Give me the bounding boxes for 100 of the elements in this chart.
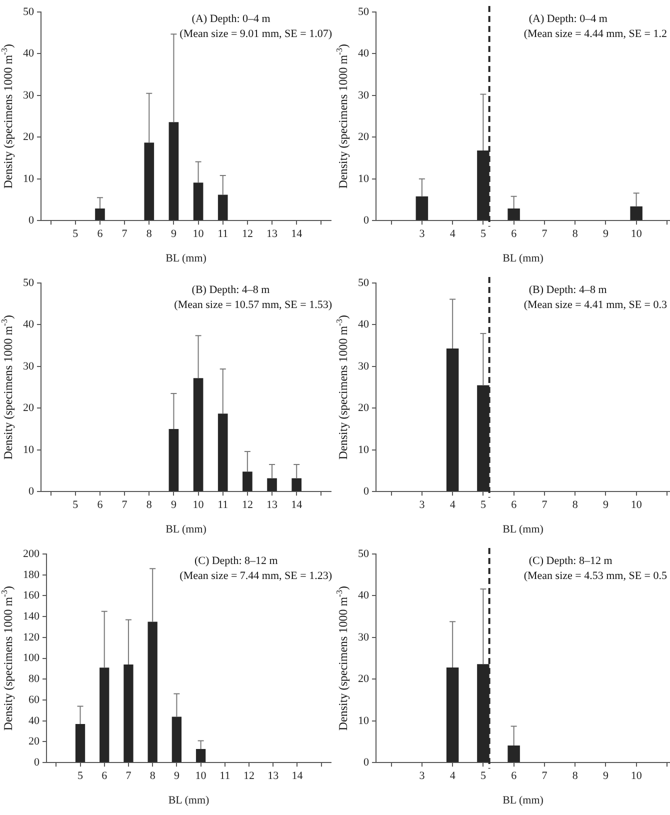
- bar: [168, 122, 179, 220]
- x-tick-label: 5: [480, 499, 486, 512]
- x-tick-label: 3: [419, 770, 426, 782]
- y-tick-label: 40: [358, 48, 370, 60]
- text: (Mean size = 10.57 mm, SE = 1.53): [174, 298, 332, 311]
- y-tick-label: 100: [23, 652, 40, 664]
- x-tick-label: 13: [266, 499, 278, 512]
- x-tick-label: 7: [542, 499, 548, 512]
- bar: [292, 478, 302, 492]
- bar: [100, 668, 110, 762]
- y-tick-label: 30: [358, 631, 370, 644]
- x-tick-label: 3: [419, 499, 426, 512]
- x-tick-label: 9: [170, 228, 177, 240]
- x-tick-label: 7: [542, 770, 548, 782]
- x-tick-label: 8: [150, 770, 156, 782]
- y-tick-label: 10: [23, 172, 34, 185]
- bar: [630, 206, 642, 220]
- bar: [75, 724, 86, 762]
- y-tick-label: 140: [23, 610, 40, 622]
- x-axis-title: BL (mm): [166, 523, 207, 536]
- y-tick-label: 40: [358, 590, 370, 602]
- y-axis-title: Density (specimens 1000 m-3): [0, 314, 16, 460]
- y-tick-label: 20: [358, 131, 370, 144]
- x-axis-title: BL (mm): [502, 523, 544, 536]
- bar: [193, 182, 204, 220]
- chart-title: (C) Depth: 8–12 m: [194, 554, 278, 567]
- bar: [148, 622, 158, 762]
- x-tick-label: 6: [97, 228, 104, 240]
- x-tick-label: 7: [122, 228, 128, 240]
- chart-title: (C) Depth: 8–12 m: [528, 554, 613, 567]
- bar: [508, 745, 520, 762]
- x-tick-label: 4: [450, 770, 456, 782]
- y-axis-title: Density (specimens 1000 m-3): [334, 586, 350, 731]
- text: (Mean size = 9.01 mm, SE = 1.07): [180, 28, 332, 40]
- y-tick-label: 60: [28, 694, 40, 706]
- x-tick-label: 10: [192, 228, 204, 240]
- x-tick-label: 10: [192, 499, 204, 512]
- x-axis-title: BL (mm): [502, 794, 544, 806]
- chart-title: (A) Depth: 0–4 m: [192, 12, 271, 25]
- y-tick-label: 30: [23, 89, 34, 102]
- x-tick-label: 6: [511, 228, 518, 240]
- text: (Mean size = 4.53 mm, SE = 0.5: [524, 570, 668, 582]
- x-tick-label: 10: [630, 228, 642, 240]
- x-tick-label: 8: [572, 770, 578, 782]
- y-axis-title: Density (specimens 1000 m-3): [334, 44, 350, 189]
- x-tick-label: 8: [572, 228, 578, 240]
- y-tick-label: 0: [364, 756, 370, 768]
- x-tick-label: 8: [146, 228, 152, 240]
- x-tick-label: 5: [72, 228, 79, 240]
- bar: [218, 194, 228, 220]
- y-tick-label: 20: [23, 402, 34, 414]
- y-tick-label: 0: [28, 214, 34, 226]
- bar: [242, 472, 252, 492]
- bar: [124, 664, 134, 762]
- x-tick-label: 5: [480, 228, 486, 240]
- y-tick-label: 10: [358, 172, 370, 185]
- y-tick-label: 50: [358, 276, 370, 289]
- y-axis-title: Density (specimens 1000 m-3): [0, 44, 16, 189]
- y-tick-label: 20: [358, 402, 370, 414]
- chart-title: (A) Depth: 0–4 m: [528, 12, 608, 25]
- x-tick-label: 5: [480, 770, 486, 782]
- bar: [144, 142, 154, 220]
- x-tick-label: 5: [78, 770, 84, 782]
- y-tick-label: 50: [358, 548, 370, 560]
- y-axis-title: Density (specimens 1000 m-3): [334, 314, 350, 460]
- y-tick-label: 10: [358, 714, 370, 727]
- x-tick-label: 14: [292, 770, 304, 782]
- x-tick-label: 9: [602, 499, 609, 512]
- y-tick-label: 40: [23, 318, 34, 331]
- y-tick-label: 30: [23, 360, 34, 372]
- x-axis-title: BL (mm): [166, 252, 207, 264]
- bar: [267, 478, 277, 492]
- y-tick-label: 80: [28, 673, 40, 686]
- y-tick-label: 40: [358, 318, 370, 331]
- chart-title: (B) Depth: 4–8 m: [528, 284, 608, 296]
- x-tick-label: 6: [102, 770, 108, 782]
- y-tick-label: 120: [23, 631, 40, 644]
- y-tick-label: 30: [358, 360, 370, 372]
- x-tick-label: 13: [266, 228, 278, 240]
- bar: [193, 378, 204, 492]
- y-tick-label: 40: [28, 714, 40, 727]
- x-tick-label: 4: [450, 499, 456, 512]
- x-tick-label: 14: [291, 228, 303, 240]
- y-tick-label: 20: [23, 131, 34, 144]
- chart-title: (B) Depth: 4–8 m: [192, 284, 270, 296]
- x-tick-label: 4: [450, 228, 456, 240]
- text: (Mean size = 4.44 mm, SE = 1.2: [524, 28, 668, 40]
- bar: [446, 667, 459, 762]
- y-tick-label: 180: [23, 568, 40, 581]
- x-tick-label: 13: [268, 770, 280, 782]
- x-axis-title: BL (mm): [168, 794, 210, 806]
- y-tick-label: 50: [358, 6, 370, 18]
- y-tick-label: 20: [28, 736, 40, 748]
- y-tick-label: 200: [23, 548, 40, 560]
- x-tick-label: 7: [122, 499, 128, 512]
- y-tick-label: 50: [23, 6, 34, 18]
- x-tick-label: 10: [630, 770, 642, 782]
- x-tick-label: 10: [630, 499, 642, 512]
- bar: [172, 716, 182, 762]
- x-tick-label: 14: [291, 499, 303, 512]
